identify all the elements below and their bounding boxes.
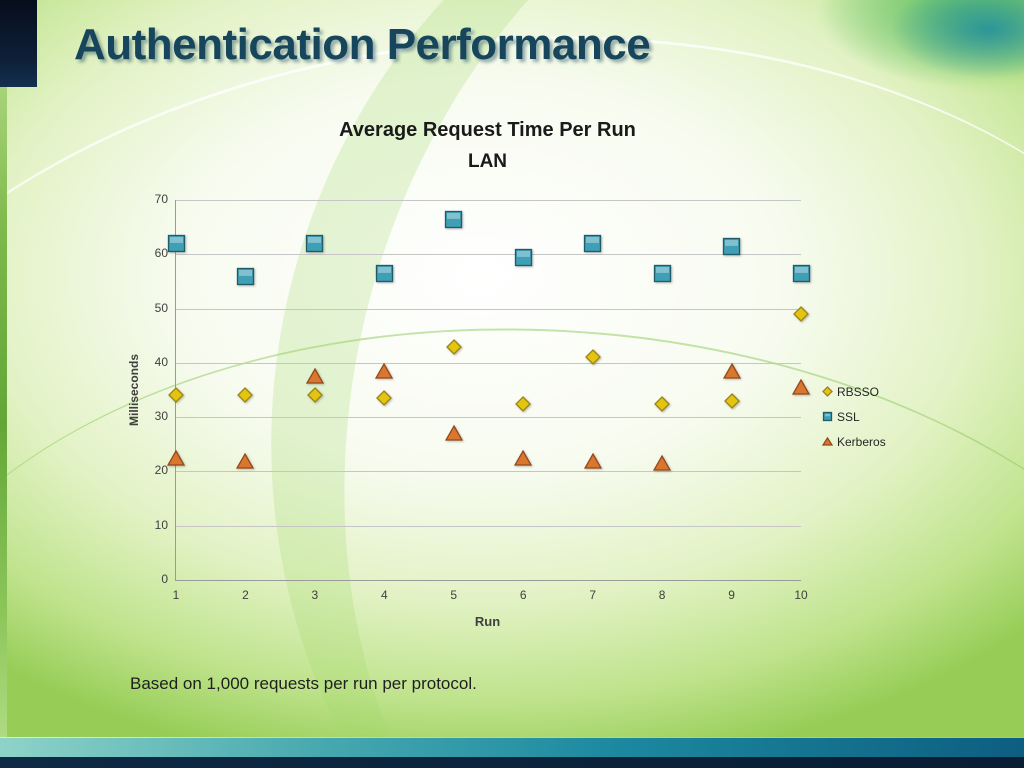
gridline <box>176 417 801 419</box>
marker-kerberos <box>583 452 602 469</box>
marker-ssl <box>722 237 741 255</box>
x-tick-label: 10 <box>794 588 808 602</box>
marker-kerberos <box>236 452 255 469</box>
chart-subtitle: LAN <box>467 151 508 172</box>
footer-note: Based on 1,000 requests per run per prot… <box>130 674 477 693</box>
y-tick-label: 10 <box>154 517 168 532</box>
marker-ssl <box>792 264 810 282</box>
marker-ssl <box>584 234 602 253</box>
x-axis-title: Run <box>474 614 501 629</box>
marker-rbsso <box>793 306 809 322</box>
chart-title: Average Request Time Per Run <box>339 119 636 141</box>
square-icon <box>822 411 833 422</box>
y-tick-label: 30 <box>154 409 168 424</box>
diamond-icon <box>822 386 833 397</box>
y-tick-label: 70 <box>154 192 168 206</box>
slide-title: Authentication Performance <box>74 20 651 69</box>
y-tick-label: 40 <box>154 354 168 369</box>
marker-kerberos <box>653 454 672 471</box>
marker-ssl <box>445 210 463 228</box>
marker-kerberos <box>722 362 741 379</box>
marker-ssl <box>236 267 255 285</box>
marker-rbsso <box>237 387 254 404</box>
bottom-band-dark <box>0 757 1024 768</box>
left-edge-strip <box>0 0 7 768</box>
gridline <box>176 254 801 256</box>
x-tick-label: 6 <box>519 588 527 602</box>
marker-rbsso <box>515 395 532 412</box>
marker-rbsso <box>654 395 671 412</box>
marker-ssl <box>653 264 671 282</box>
legend-entry-rbsso: RBSSO <box>822 379 886 404</box>
marker-kerberos <box>444 425 463 442</box>
marker-rbsso <box>584 349 601 366</box>
marker-rbsso <box>723 392 740 409</box>
x-tick-label: 5 <box>450 588 458 602</box>
y-tick-label: 0 <box>161 572 168 586</box>
marker-kerberos <box>167 449 185 466</box>
marker-ssl <box>306 234 324 253</box>
marker-rbsso <box>306 387 323 404</box>
legend: RBSSO SSL Kerberos <box>822 379 886 454</box>
marker-kerberos <box>375 362 394 379</box>
marker-rbsso <box>168 387 184 404</box>
bottom-band <box>0 737 1024 768</box>
triangle-icon <box>822 436 833 446</box>
x-tick-label: 9 <box>728 588 735 602</box>
gridline <box>176 525 801 527</box>
legend-label: SSL <box>837 409 860 424</box>
gridline <box>176 362 801 364</box>
marker-kerberos <box>514 449 533 466</box>
marker-rbsso <box>376 390 393 407</box>
y-tick-label: 50 <box>154 300 168 315</box>
y-tick-label: 20 <box>154 463 168 478</box>
gridline <box>176 471 801 473</box>
y-tick-label: 60 <box>154 246 168 261</box>
x-tick-label: 7 <box>589 588 596 602</box>
x-tick-label: 3 <box>311 588 319 602</box>
legend-entry-kerberos: Kerberos <box>822 429 886 454</box>
marker-ssl <box>167 234 185 253</box>
x-tick-label: 1 <box>172 588 180 602</box>
marker-kerberos <box>792 378 810 395</box>
top-left-corner-shape <box>0 0 37 87</box>
gridline <box>176 308 801 310</box>
x-tick-label: 4 <box>380 588 388 602</box>
gridline <box>176 200 801 201</box>
x-tick-label: 8 <box>658 588 666 602</box>
marker-rbsso <box>445 338 462 355</box>
legend-label: RBSSO <box>837 384 880 399</box>
bottom-band-teal <box>0 737 1024 757</box>
marker-kerberos <box>305 368 324 385</box>
legend-entry-ssl: SSL <box>822 404 886 429</box>
x-tick-label: 2 <box>242 588 249 602</box>
marker-ssl <box>375 264 393 282</box>
legend-label: Kerberos <box>837 434 886 449</box>
plot-area: 0 10 20 30 40 50 60 70 1 2 3 4 5 6 7 8 9 10 <box>155 192 810 602</box>
marker-ssl <box>514 248 532 266</box>
